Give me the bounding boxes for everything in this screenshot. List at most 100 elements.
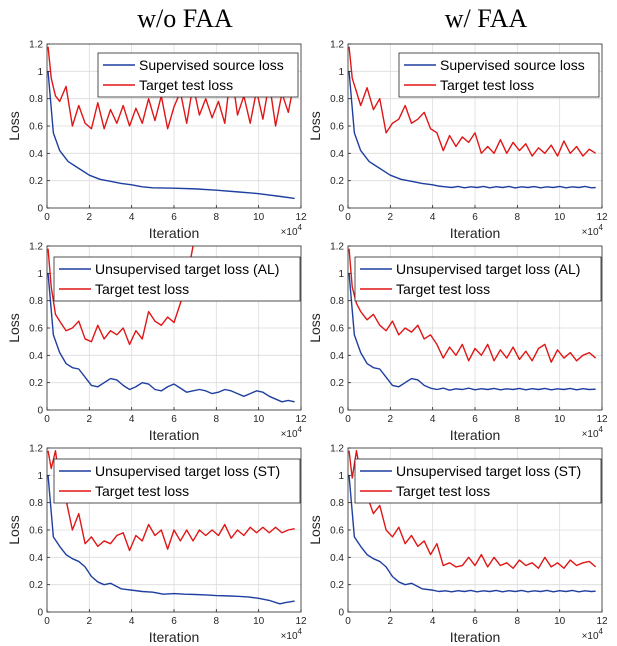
y-tick-label: 0 (37, 406, 43, 417)
x-tick-label: 4 (430, 616, 436, 627)
y-tick-label: 1.2 (330, 444, 344, 455)
x-tick-label: 0 (44, 212, 50, 223)
x-tick-label: 2 (87, 616, 93, 627)
y-tick-label: 1 (37, 471, 43, 482)
x-tick-label: 8 (515, 616, 521, 627)
series-line-unsupervised-target-loss-st (47, 475, 295, 605)
y-tick-label: 0.4 (29, 351, 43, 362)
x-tick-label: 10 (554, 212, 566, 223)
y-tick-label: 0.6 (29, 324, 43, 335)
y-tick-label: 0 (338, 608, 344, 619)
legend-box (53, 256, 301, 302)
legend-label: Target test loss (440, 77, 534, 93)
y-axis-label: Loss (6, 111, 22, 141)
x-tick-label: 10 (554, 616, 566, 627)
y-tick-label: 0 (338, 406, 344, 417)
x-axis-multiplier: ×104 (281, 425, 303, 440)
y-axis-label: Loss (307, 313, 323, 343)
x-tick-label: 12 (295, 616, 307, 627)
y-tick-label: 0.2 (29, 580, 43, 591)
y-tick-label: 0.8 (330, 94, 344, 105)
x-axis-label: Iteration (149, 427, 200, 443)
chart-panel-4: 0 2 4 6 8 10 12 0 0.2 0.4 0.6 0.8 1 1.2 Iteration Loss ×… (307, 242, 608, 444)
series-line-target-test-loss (348, 46, 597, 157)
legend-label: Unsupervised target loss (AL) (95, 261, 279, 277)
x-axis-label: Iteration (149, 629, 200, 645)
x-tick-label: 4 (129, 212, 135, 223)
series-line-unsupervised-target-loss-al (47, 273, 295, 403)
y-tick-label: 0 (37, 204, 43, 215)
column-title-with-faa: w/ FAA (444, 4, 528, 33)
chart-panel-2: 0 2 4 6 8 10 12 0 0.2 0.4 0.6 0.8 1 1.2 Iteration Loss ×… (307, 40, 608, 242)
column-title-without-faa: w/o FAA (137, 4, 233, 33)
legend-box (354, 256, 602, 302)
legend-label: Target test loss (396, 281, 490, 297)
y-tick-label: 0.6 (330, 526, 344, 537)
x-tick-label: 6 (472, 212, 478, 223)
legend-box (53, 458, 301, 504)
y-tick-label: 0.2 (29, 378, 43, 389)
y-tick-label: 1.2 (29, 242, 43, 253)
x-tick-label: 2 (388, 414, 394, 425)
x-tick-label: 4 (430, 414, 436, 425)
y-tick-label: 1 (37, 67, 43, 78)
series-line-supervised-source-loss (47, 71, 295, 200)
y-tick-label: 0.4 (330, 149, 344, 160)
x-tick-label: 0 (44, 616, 50, 627)
y-tick-label: 0.8 (29, 498, 43, 509)
x-tick-label: 10 (253, 616, 265, 627)
y-axis-label: Loss (307, 111, 323, 141)
x-tick-label: 2 (87, 414, 93, 425)
series-line-target-test-loss (47, 246, 194, 346)
y-tick-label: 1 (37, 269, 43, 280)
y-tick-label: 0.8 (29, 94, 43, 105)
x-tick-label: 0 (345, 616, 351, 627)
y-tick-label: 0 (37, 608, 43, 619)
x-tick-label: 6 (171, 212, 177, 223)
x-axis-label: Iteration (450, 225, 501, 241)
series-line-unsupervised-target-loss-st (348, 475, 596, 593)
x-tick-label: 4 (129, 616, 135, 627)
legend: Unsupervised target loss (ST) Target test… (354, 458, 602, 504)
series-line-target-test-loss (47, 46, 296, 130)
y-tick-label: 0.6 (330, 324, 344, 335)
x-tick-label: 0 (44, 414, 50, 425)
y-tick-label: 0.4 (330, 553, 344, 564)
x-tick-label: 12 (596, 616, 608, 627)
y-tick-label: 0.4 (330, 351, 344, 362)
series-line-supervised-source-loss (348, 71, 596, 189)
y-tick-label: 0.2 (330, 580, 344, 591)
legend-label: Target test loss (95, 281, 189, 297)
x-tick-label: 6 (171, 414, 177, 425)
x-tick-label: 8 (214, 414, 220, 425)
chart-panel-5: 0 2 4 6 8 10 12 0 0.2 0.4 0.6 0.8 1 1.2 Iteration Loss ×… (6, 444, 307, 646)
x-axis-label: Iteration (450, 629, 501, 645)
x-tick-label: 4 (430, 212, 436, 223)
y-axis-label: Loss (307, 515, 323, 545)
series-line-target-test-loss (47, 450, 295, 552)
y-tick-label: 1.2 (29, 40, 43, 51)
legend: Unsupervised target loss (AL) Target test… (53, 256, 301, 302)
legend-label: Supervised source loss (440, 57, 585, 73)
legend-label: Unsupervised target loss (AL) (396, 261, 580, 277)
y-tick-label: 1.2 (29, 444, 43, 455)
series-line-target-test-loss (348, 248, 597, 363)
x-tick-label: 10 (253, 414, 265, 425)
y-tick-label: 0 (338, 204, 344, 215)
x-axis-multiplier: ×104 (582, 627, 604, 642)
y-axis-label: Loss (6, 313, 22, 343)
x-tick-label: 0 (345, 212, 351, 223)
legend-label: Unsupervised target loss (ST) (396, 463, 581, 479)
legend-label: Target test loss (95, 483, 189, 499)
y-tick-label: 0.8 (330, 498, 344, 509)
y-tick-label: 0.4 (29, 149, 43, 160)
y-tick-label: 0.2 (330, 176, 344, 187)
y-tick-label: 0.6 (330, 122, 344, 133)
legend-box (354, 458, 602, 504)
x-axis-label: Iteration (450, 427, 501, 443)
x-tick-label: 0 (345, 414, 351, 425)
legend: Unsupervised target loss (AL) Target test… (354, 256, 602, 302)
x-tick-label: 6 (171, 616, 177, 627)
legend: Supervised source loss Target test loss (398, 52, 600, 98)
